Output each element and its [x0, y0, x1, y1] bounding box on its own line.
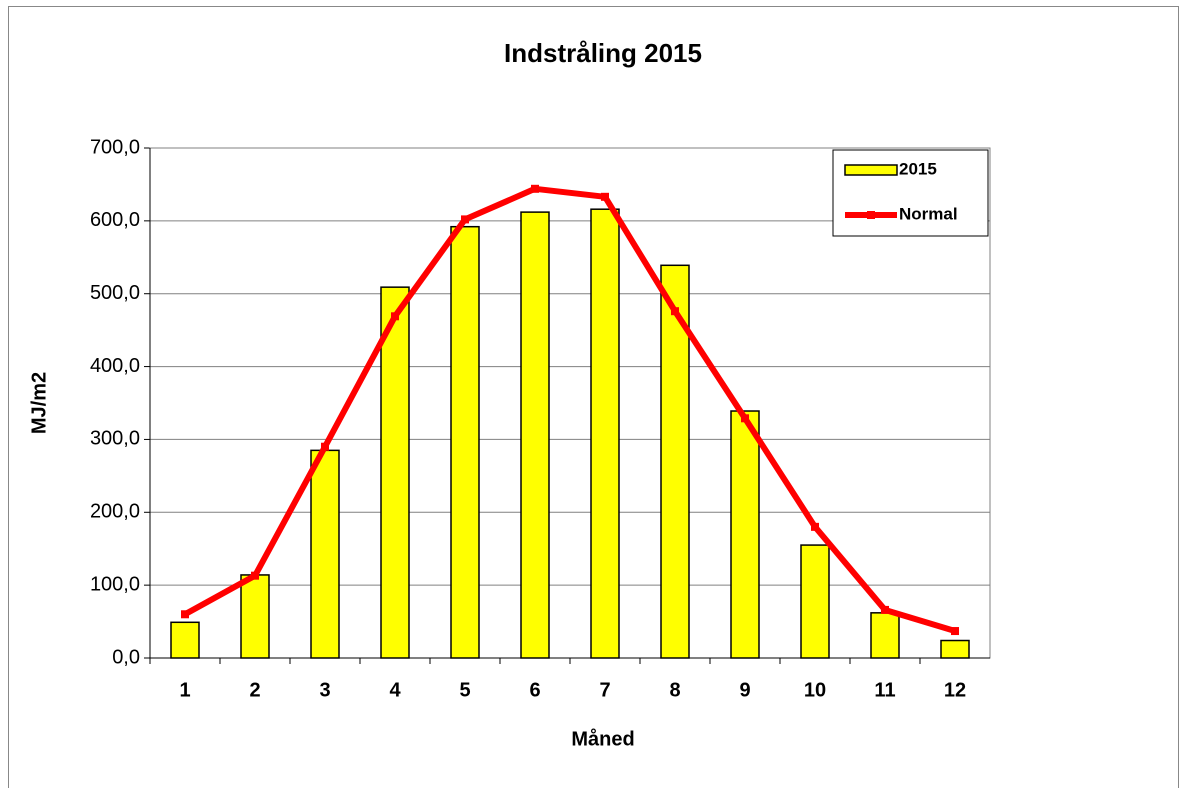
line-marker	[461, 215, 469, 224]
bar	[590, 208, 620, 659]
line-marker	[951, 627, 959, 636]
x-tick-label: 8	[669, 679, 680, 701]
line	[183, 185, 956, 634]
bar	[730, 410, 760, 659]
y-tick-label: 300,0	[90, 428, 140, 450]
chart-frame	[8, 6, 1179, 788]
legend-label: Normal	[899, 204, 958, 223]
line-marker	[881, 605, 889, 614]
line-marker	[181, 610, 189, 619]
line-marker	[251, 571, 259, 580]
y-tick-label: 400,0	[90, 355, 140, 377]
x-axis-label: Måned	[571, 727, 634, 750]
legend-swatch	[844, 164, 898, 176]
x-tick-label: 10	[804, 679, 826, 701]
legend-marker	[867, 211, 875, 219]
x-tick-label: 11	[874, 679, 895, 701]
x-tick-label: 12	[944, 679, 966, 701]
bar	[450, 225, 480, 659]
x-tick-label: 1	[179, 679, 190, 701]
bar	[240, 574, 270, 659]
chart-title: Indstråling 2015	[504, 38, 702, 68]
line-marker	[601, 192, 609, 201]
y-tick-label: 500,0	[90, 282, 140, 304]
line-marker	[391, 312, 399, 321]
line-marker	[321, 442, 329, 451]
bar	[380, 286, 410, 659]
x-tick-label: 4	[389, 679, 401, 701]
line-marker	[811, 522, 819, 531]
line-marker	[671, 307, 679, 316]
y-axis-label: MJ/m2	[28, 372, 50, 434]
y-tick-label: 200,0	[90, 501, 140, 523]
x-tick-label: 5	[459, 679, 470, 701]
x-tick-label: 9	[739, 679, 750, 701]
x-tick-label: 2	[249, 679, 260, 701]
y-tick-label: 600,0	[90, 209, 140, 231]
bar	[870, 612, 900, 659]
y-tick-label: 0,0	[112, 646, 140, 668]
bar	[310, 449, 340, 659]
bar	[170, 621, 200, 659]
x-tick-label: 6	[529, 679, 540, 701]
bar	[940, 639, 970, 659]
y-tick-label: 700,0	[90, 136, 140, 158]
y-tick-label: 100,0	[90, 573, 140, 595]
line-marker	[741, 414, 749, 423]
bar	[520, 211, 550, 659]
line-marker	[531, 184, 539, 193]
x-tick-label: 3	[319, 679, 330, 701]
x-tick-label: 7	[599, 679, 610, 701]
legend-label: 2015	[899, 159, 937, 178]
bar	[800, 544, 830, 659]
